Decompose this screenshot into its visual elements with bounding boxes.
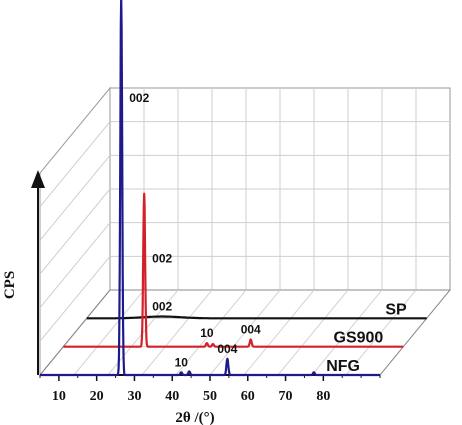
floor-grid-line (243, 289, 315, 376)
x-axis-title: 2θ /(°) (175, 410, 214, 425)
left-grid-line (39, 222, 111, 308)
series-label-nfg: NFG (326, 358, 360, 375)
peak-label: 002 (152, 300, 172, 314)
floor-grid-line (73, 289, 145, 376)
series-line-sp (85, 315, 428, 320)
x-tick-label: 20 (90, 389, 104, 404)
series-line-gs900 (62, 192, 405, 348)
floor-grid-line (345, 289, 417, 376)
peak-label: 10 (175, 355, 189, 369)
x-tick-label: 60 (241, 389, 255, 404)
grid-layer (38, 86, 452, 377)
floor-grid-line (277, 289, 349, 376)
left-grid-line (39, 121, 111, 207)
series-label-gs900: GS900 (334, 330, 384, 347)
peak-label: 002 (152, 252, 172, 266)
x-tick-label: 40 (165, 389, 179, 404)
peak-label: 004 (241, 322, 261, 336)
x-tick-label: 30 (127, 389, 141, 404)
x-tick-label: 70 (279, 389, 293, 404)
series-label-sp: SP (385, 301, 407, 318)
x-tick-label: 10 (52, 389, 66, 404)
x-tick-label: 50 (203, 389, 217, 404)
series-layer (39, 0, 428, 377)
left-grid-line (39, 256, 111, 342)
floor-grid-line (175, 289, 247, 376)
series-line-nfg (39, 0, 381, 377)
axis-layer: 10 20 30 40 50 60 70 80 2θ /(°) CPS (2, 170, 381, 425)
floor-grid-line (311, 289, 383, 376)
peak-label: 10 (200, 326, 214, 340)
floor-grid-line (141, 289, 213, 376)
left-grid-line (39, 188, 111, 275)
peak-label: 002 (129, 91, 149, 105)
peak-label: 004 (217, 342, 237, 356)
x-tick-label: 80 (316, 389, 330, 404)
y-axis-title: CPS (2, 271, 18, 299)
y-axis-arrow-icon (31, 170, 45, 188)
floor-grid-line (209, 289, 281, 376)
left-grid-line (39, 155, 111, 241)
